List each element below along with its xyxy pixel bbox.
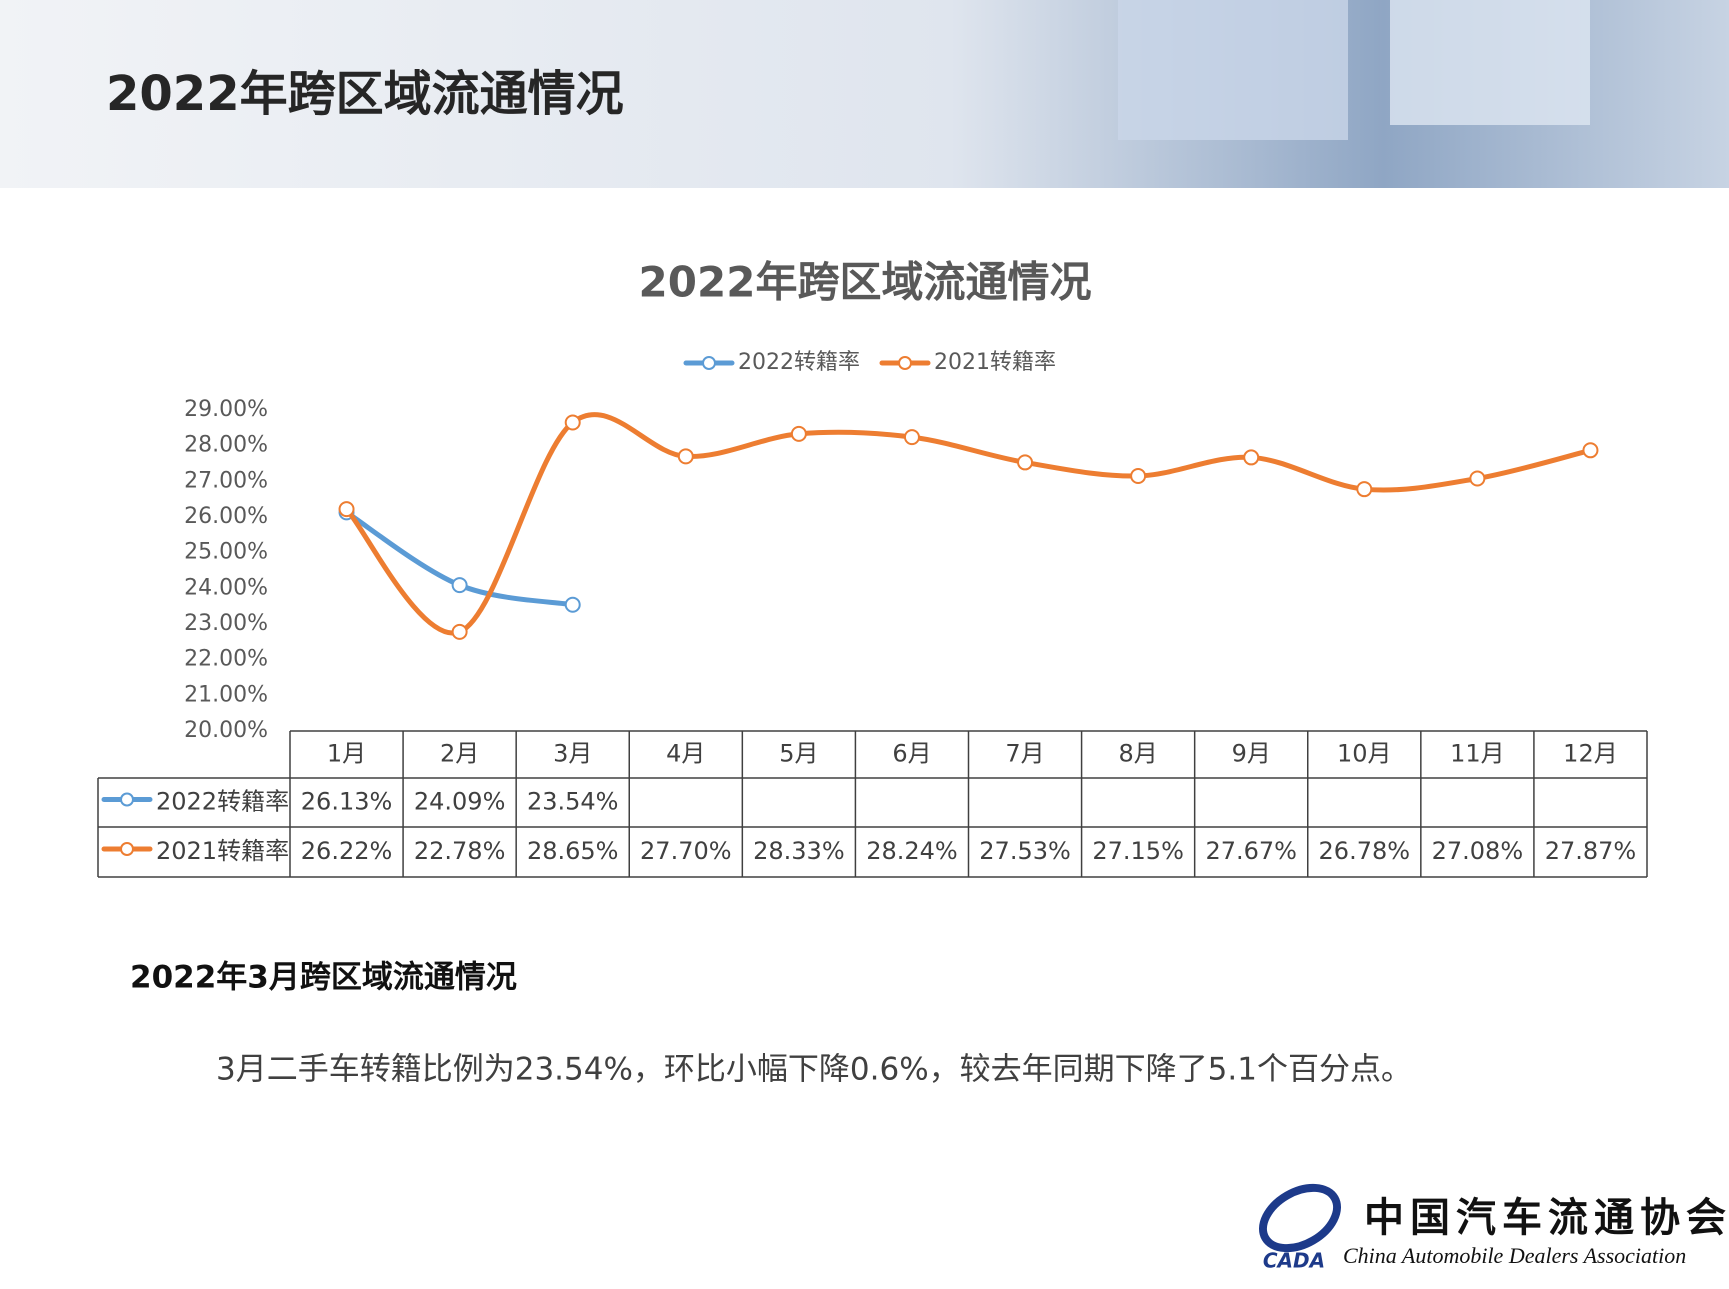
x-tick-label: 1月 xyxy=(327,740,366,768)
y-tick-label: 25.00% xyxy=(184,540,268,565)
y-tick-label: 29.00% xyxy=(184,397,268,422)
x-tick-label: 9月 xyxy=(1232,740,1271,768)
header-decor xyxy=(1118,0,1348,140)
x-tick-label: 2月 xyxy=(440,740,479,768)
table-value: 28.33% xyxy=(753,837,845,865)
y-tick-label: 23.00% xyxy=(184,611,268,636)
table-value: 27.15% xyxy=(1092,837,1184,865)
data-point xyxy=(903,429,920,446)
logo-english: China Automobile Dealers Association xyxy=(1343,1243,1686,1268)
table-value: 27.87% xyxy=(1545,837,1637,865)
data-point xyxy=(1130,467,1147,484)
table-value: 27.70% xyxy=(640,837,732,865)
x-tick-label: 8月 xyxy=(1118,740,1157,768)
table-value: 24.09% xyxy=(414,788,506,816)
y-tick-label: 21.00% xyxy=(184,682,268,707)
logo-name: 中国汽车流通协会 xyxy=(1364,1195,1729,1241)
y-tick-label: 24.00% xyxy=(184,575,268,600)
legend-label: 2021转籍率 xyxy=(934,350,1056,375)
table-value: 22.78% xyxy=(414,837,506,865)
data-point xyxy=(1243,449,1260,466)
section-heading: 2022年3月跨区域流通情况 xyxy=(130,960,517,996)
x-tick-label: 3月 xyxy=(553,740,592,768)
x-tick-label: 11月 xyxy=(1450,740,1505,768)
table-value: 28.24% xyxy=(866,837,958,865)
table-value: 23.54% xyxy=(527,788,619,816)
x-tick-label: 12月 xyxy=(1563,740,1618,768)
x-tick-label: 6月 xyxy=(892,740,931,768)
table-value: 27.67% xyxy=(1205,837,1297,865)
header-decor xyxy=(1390,0,1590,125)
table-row-label: 2022转籍率 xyxy=(156,788,289,816)
legend-label: 2022转籍率 xyxy=(738,350,860,375)
y-tick-label: 26.00% xyxy=(184,504,268,529)
section-text: 3月二手车转籍比例为23.54%，环比小幅下降0.6%，较去年同期下降了5.1个… xyxy=(216,1052,1412,1088)
table-value: 27.53% xyxy=(979,837,1071,865)
chart: 20.00% 21.00% 22.00% 23.00% 24.00% 25.00% 26.0… xyxy=(97,350,1648,878)
data-point xyxy=(564,596,581,613)
x-tick-label: 10月 xyxy=(1337,740,1392,768)
legend-marker xyxy=(898,356,912,370)
data-point xyxy=(790,425,807,442)
data-point xyxy=(1356,481,1373,498)
table-value: 26.13% xyxy=(301,788,393,816)
data-point xyxy=(1017,454,1034,471)
x-tick-label: 5月 xyxy=(779,740,818,768)
y-tick-label: 27.00% xyxy=(184,468,268,493)
data-point xyxy=(677,448,694,465)
legend-marker xyxy=(702,356,716,370)
data-point xyxy=(451,577,468,594)
data-point xyxy=(451,623,468,640)
data-point xyxy=(1469,470,1486,487)
logo-abbr: CADA xyxy=(1263,1249,1325,1273)
table-row-label: 2021转籍率 xyxy=(156,837,289,865)
y-tick-label: 22.00% xyxy=(184,647,268,672)
table-value: 28.65% xyxy=(527,837,619,865)
table-value: 27.08% xyxy=(1432,837,1524,865)
chart-title: 2022年跨区域流通情况 xyxy=(639,258,1092,307)
table-value: 26.78% xyxy=(1319,837,1411,865)
x-tick-label: 7月 xyxy=(1005,740,1044,768)
data-point xyxy=(338,501,355,518)
x-tick-label: 4月 xyxy=(666,740,705,768)
table-legend-marker xyxy=(120,792,134,807)
logo-icon xyxy=(1259,1183,1341,1253)
y-tick-label: 20.00% xyxy=(184,718,268,743)
data-point xyxy=(564,414,581,431)
data-point xyxy=(1582,442,1599,459)
table-legend-marker xyxy=(120,842,134,856)
table-value: 26.22% xyxy=(301,837,393,865)
y-tick-label: 28.00% xyxy=(184,433,268,458)
header-title: 2022年跨区域流通情况 xyxy=(106,66,624,122)
